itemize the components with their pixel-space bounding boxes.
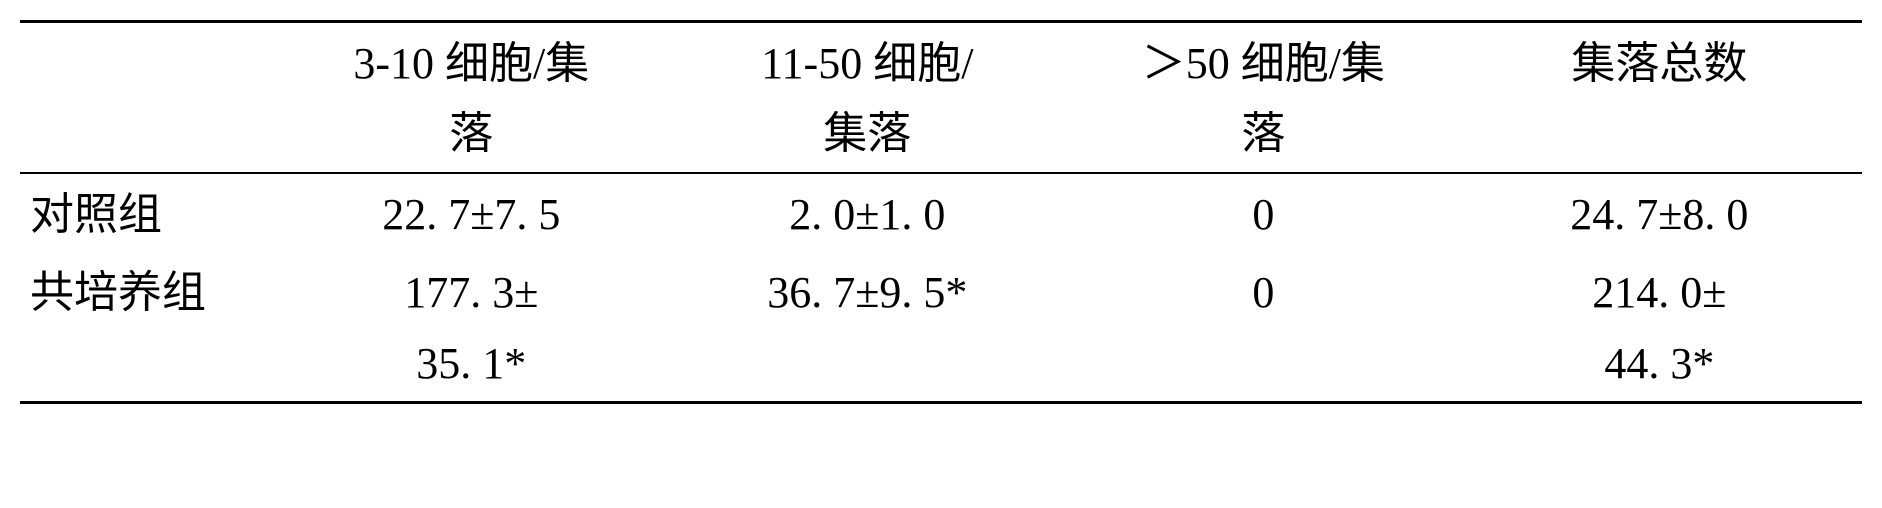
cell-value: 214. 0± 44. 3* xyxy=(1457,252,1862,401)
cell-value: 2. 0±1. 0 xyxy=(665,174,1070,252)
header-blank xyxy=(20,23,278,31)
cell-value: 0 xyxy=(1070,252,1457,330)
header-col-1: 3-10 细胞/集 落 xyxy=(278,23,665,172)
table-row: 对照组 22. 7±7. 5 2. 0±1. 0 0 24. 7±8. 0 xyxy=(20,173,1862,252)
row-label: 对照组 xyxy=(20,174,278,252)
row-label: 共培养组 xyxy=(20,252,278,330)
cell-value: 24. 7±8. 0 xyxy=(1457,174,1862,252)
cell-value: 0 xyxy=(1070,174,1457,252)
table-row: 共培养组 177. 3± 35. 1* 36. 7±9. 5* 0 214. 0… xyxy=(20,252,1862,402)
header-col-3: ＞50 细胞/集 落 xyxy=(1070,23,1457,172)
data-table: 3-10 细胞/集 落 11-50 细胞/ 集落 ＞50 细胞/集 落 集落总数… xyxy=(20,20,1862,404)
header-col-2: 11-50 细胞/ 集落 xyxy=(665,23,1070,172)
header-col-4: 集落总数 xyxy=(1457,23,1862,101)
data-table-container: 3-10 细胞/集 落 11-50 细胞/ 集落 ＞50 细胞/集 落 集落总数… xyxy=(20,20,1862,404)
cell-value: 36. 7±9. 5* xyxy=(665,252,1070,330)
cell-value: 177. 3± 35. 1* xyxy=(278,252,665,401)
cell-value: 22. 7±7. 5 xyxy=(278,174,665,252)
table-header-row: 3-10 细胞/集 落 11-50 细胞/ 集落 ＞50 细胞/集 落 集落总数 xyxy=(20,22,1862,173)
